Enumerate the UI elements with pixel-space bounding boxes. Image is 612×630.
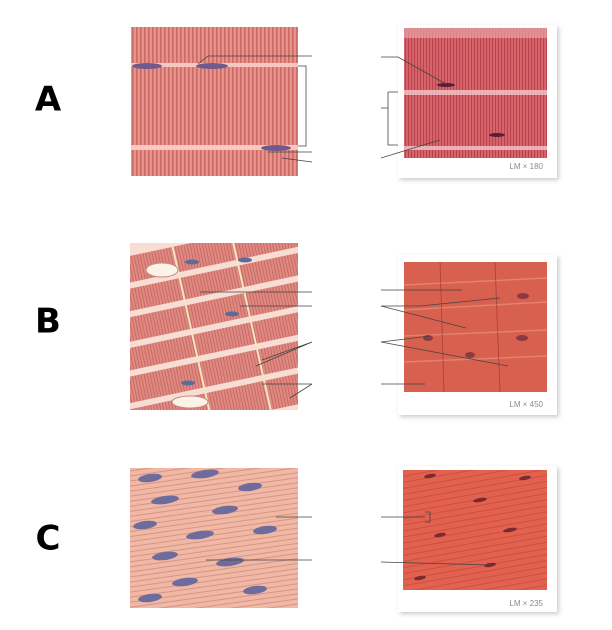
bracket bbox=[381, 91, 398, 146]
leader-line bbox=[381, 289, 501, 307]
row-label: C bbox=[36, 519, 61, 559]
magnification: LM × 450 bbox=[509, 400, 543, 409]
leader-line bbox=[381, 56, 447, 85]
leader-line bbox=[380, 139, 441, 159]
leader-line bbox=[380, 561, 491, 566]
cardiac-photo bbox=[403, 261, 548, 393]
skeletal-drawing bbox=[131, 27, 298, 176]
leader-line bbox=[200, 291, 312, 307]
skeletal-photo bbox=[404, 28, 547, 158]
leader-line bbox=[380, 305, 509, 367]
leader-line bbox=[255, 341, 313, 399]
magnification: LM × 235 bbox=[509, 599, 543, 608]
smooth-drawing bbox=[130, 468, 298, 608]
magnification: LM × 180 bbox=[509, 162, 543, 171]
row-label: B bbox=[35, 302, 61, 342]
leader-line bbox=[197, 55, 312, 65]
leader-line bbox=[268, 151, 313, 163]
bracket bbox=[298, 65, 307, 147]
row-label: A bbox=[35, 80, 62, 120]
cardiac-drawing bbox=[130, 243, 298, 410]
smooth-photo bbox=[403, 470, 547, 590]
leader-line bbox=[381, 511, 431, 523]
leader-line bbox=[206, 516, 312, 561]
